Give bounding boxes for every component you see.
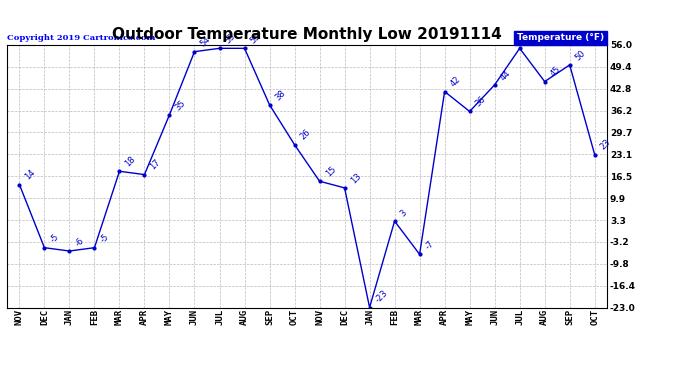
Text: 15: 15: [324, 165, 337, 178]
Text: 55: 55: [248, 32, 262, 45]
Title: Outdoor Temperature Monthly Low 20191114: Outdoor Temperature Monthly Low 20191114: [112, 27, 502, 42]
Text: 36: 36: [474, 95, 488, 109]
Text: 3: 3: [399, 208, 409, 218]
Text: 13: 13: [348, 171, 363, 185]
Text: Temperature (°F): Temperature (°F): [517, 33, 604, 42]
Text: 45: 45: [549, 65, 562, 79]
Text: -5: -5: [99, 233, 111, 245]
Text: 35: 35: [174, 98, 188, 112]
Text: 18: 18: [124, 154, 137, 168]
Text: 14: 14: [23, 168, 37, 182]
Text: 42: 42: [448, 75, 462, 89]
Text: -6: -6: [74, 236, 86, 248]
Text: -23: -23: [374, 289, 390, 305]
Text: 55: 55: [224, 32, 237, 45]
Text: 44: 44: [499, 68, 513, 82]
Text: 55: 55: [524, 32, 538, 45]
Text: 17: 17: [148, 158, 163, 172]
Text: 26: 26: [299, 128, 313, 142]
Text: 23: 23: [599, 138, 613, 152]
Text: -7: -7: [424, 239, 436, 252]
Text: Copyright 2019 Cartronics.com: Copyright 2019 Cartronics.com: [7, 34, 155, 42]
Text: 50: 50: [574, 48, 588, 62]
Text: -5: -5: [48, 233, 61, 245]
Text: 54: 54: [199, 35, 213, 49]
Text: 38: 38: [274, 88, 288, 102]
